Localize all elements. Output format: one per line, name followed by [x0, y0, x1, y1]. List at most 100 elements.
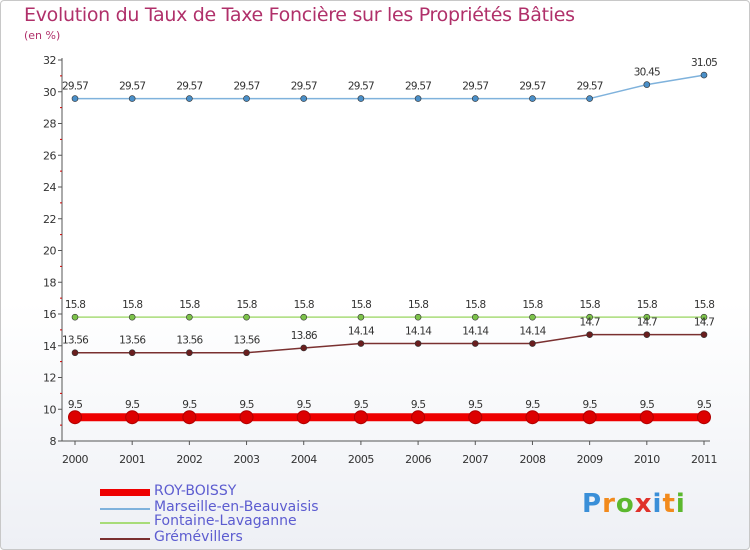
- data-point: [186, 95, 193, 102]
- data-point: [357, 95, 365, 102]
- data-point: [414, 313, 422, 321]
- x-tick-label: 2005: [348, 453, 374, 466]
- data-point: [700, 331, 708, 338]
- data-label: 14.14: [519, 326, 546, 338]
- legend-item-roy-boissy: ROY-BOISSY: [100, 483, 400, 500]
- x-tick-label: 2002: [176, 453, 202, 466]
- y-unit-label: (en %): [24, 29, 61, 42]
- y-tick-label: 18: [43, 276, 56, 289]
- legend-item-marseille-en-beauvaisis: Marseille-en-Beauvaisis: [100, 499, 400, 516]
- data-label: 14.7: [637, 317, 657, 329]
- data-point: [643, 81, 651, 88]
- data-point: [357, 313, 365, 321]
- data-point: [582, 410, 597, 425]
- data-point: [525, 410, 540, 425]
- data-label: 29.57: [348, 81, 374, 93]
- x-tick-label: 2004: [291, 453, 317, 466]
- data-label: 9.5: [468, 399, 482, 411]
- x-tick-label: 2001: [119, 453, 145, 466]
- data-point: [697, 410, 711, 425]
- data-label: 9.5: [582, 399, 596, 411]
- data-point: [414, 95, 422, 102]
- y-tick-label: 22: [43, 213, 56, 226]
- data-point: [471, 313, 479, 321]
- data-point: [68, 410, 82, 425]
- series-line-1: [75, 74, 705, 100]
- data-label: 9.5: [640, 399, 654, 411]
- data-point: [300, 344, 308, 352]
- data-label: 15.8: [522, 299, 542, 311]
- data-label: 13.56: [234, 335, 261, 347]
- data-label: 15.8: [179, 299, 199, 311]
- data-label: 15.8: [637, 299, 657, 311]
- data-label: 9.5: [68, 399, 82, 411]
- data-point: [296, 410, 311, 425]
- data-label: 15.8: [122, 299, 142, 311]
- data-label: 9.5: [525, 399, 539, 411]
- y-tick-label: 28: [43, 118, 56, 131]
- legend-label: Fontaine-Lavaganne: [154, 513, 297, 529]
- x-tick-label: 2011: [691, 453, 717, 466]
- data-point: [243, 349, 250, 357]
- data-label: 14.14: [405, 326, 432, 338]
- data-point: [125, 410, 140, 425]
- data-point: [182, 410, 197, 425]
- legend-item-gremevillers: Grémévillers: [100, 529, 400, 546]
- data-label: 15.8: [408, 299, 428, 311]
- data-point: [128, 95, 136, 102]
- data-label: 9.5: [125, 399, 139, 411]
- chart-title: Evolution du Taux de Taxe Foncière sur l…: [24, 4, 575, 26]
- x-tick-label: 2003: [234, 453, 260, 466]
- data-label: 15.8: [236, 299, 256, 311]
- series-line-3: [75, 333, 704, 354]
- data-label: 31.05: [691, 57, 717, 69]
- y-tick-label: 30: [43, 86, 56, 99]
- y-tick-label: 20: [43, 245, 56, 258]
- y-tick-label: 32: [43, 54, 56, 67]
- x-tick-label: 2008: [519, 453, 545, 466]
- data-label: 15.8: [65, 299, 85, 311]
- data-point: [186, 349, 193, 357]
- data-label: 14.14: [462, 326, 489, 338]
- data-label: 15.8: [465, 299, 485, 311]
- data-point: [186, 313, 193, 321]
- data-label: 29.57: [519, 81, 545, 93]
- x-tick-label: 2009: [577, 453, 603, 466]
- data-label: 9.5: [297, 399, 311, 411]
- data-label: 29.57: [234, 81, 260, 93]
- y-tick-label: 12: [43, 372, 56, 385]
- data-label: 14.7: [580, 317, 600, 329]
- data-label: 9.5: [697, 399, 711, 411]
- data-label: 9.5: [411, 399, 425, 411]
- data-label: 29.57: [462, 81, 488, 93]
- logo-letter: i: [652, 489, 663, 519]
- data-label: 13.56: [62, 335, 89, 347]
- data-point: [639, 410, 654, 425]
- data-label: 13.56: [176, 335, 203, 347]
- data-label: 9.5: [354, 399, 368, 411]
- data-point: [471, 340, 479, 347]
- legend-swatch: [100, 522, 150, 524]
- y-tick-label: 14: [43, 340, 56, 353]
- data-point: [243, 95, 250, 102]
- data-label: 14.14: [348, 326, 375, 338]
- data-label: 29.57: [577, 81, 603, 93]
- x-tick-label: 2000: [62, 453, 88, 466]
- data-label: 15.8: [351, 299, 371, 311]
- y-tick-label: 8: [50, 435, 57, 448]
- data-point: [586, 95, 593, 102]
- data-point: [586, 313, 593, 321]
- legend-swatch: [100, 489, 150, 496]
- data-label: 9.5: [182, 399, 196, 411]
- logo-letter: o: [615, 489, 635, 519]
- data-label: 13.86: [291, 330, 318, 342]
- data-point: [128, 349, 136, 357]
- legend-swatch: [100, 538, 150, 540]
- data-label: 15.8: [694, 299, 714, 311]
- data-label: 29.57: [62, 81, 88, 93]
- data-point: [529, 95, 536, 102]
- legend-label: ROY-BOISSY: [154, 483, 237, 499]
- x-tick-label: 2007: [462, 453, 488, 466]
- data-point: [71, 313, 79, 321]
